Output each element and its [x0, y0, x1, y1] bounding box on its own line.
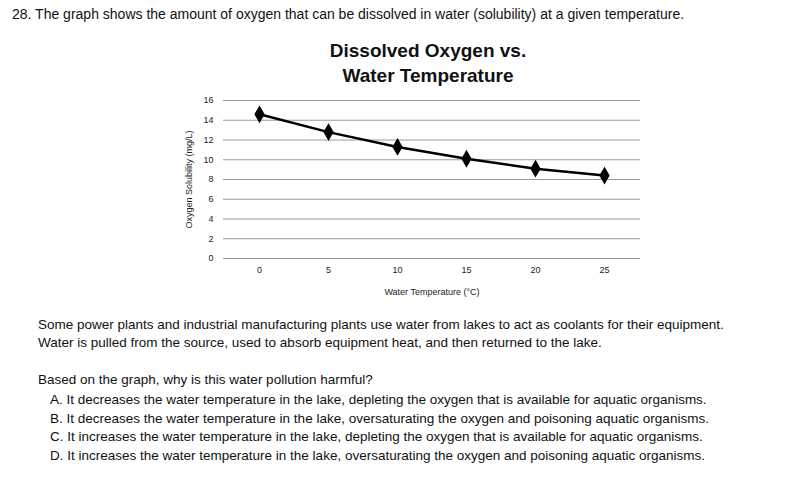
svg-text:5: 5	[326, 265, 331, 275]
svg-text:Oxygen Solubility (mg/L): Oxygen Solubility (mg/L)	[184, 130, 194, 228]
svg-text:0: 0	[208, 253, 213, 263]
svg-text:0: 0	[257, 265, 262, 275]
html-text:D. It increases the water temp: D. It increases the water temperature in…	[50, 447, 706, 463]
svg-text:6: 6	[208, 194, 213, 204]
svg-text:4: 4	[208, 214, 213, 224]
html-text:Dissolved Oxygen vs. Water Tem: Dissolved Oxygen vs. Water Temperature	[329, 40, 527, 86]
svg-text:25: 25	[599, 265, 609, 275]
svg-text:14: 14	[203, 115, 213, 125]
svg-text:10: 10	[392, 265, 402, 275]
html-text:B. It decreases the water temp: B. It decreases the water temperature in…	[50, 410, 709, 426]
html-text:C. It increases the water temp: C. It increases the water temperature in…	[50, 429, 703, 444]
svg-text:20: 20	[530, 265, 540, 275]
html-text:Based on the graph, why is thi: Based on the graph, why is this water po…	[38, 372, 373, 387]
svg-text:16: 16	[203, 95, 213, 105]
html-text:Some power plants and industri: Some power plants and industrial manufac…	[38, 317, 724, 350]
svg-text:Water Temperature (°C): Water Temperature (°C)	[384, 287, 479, 297]
html-text:28. The graph shows the amount: 28. The graph shows the amount of oxygen…	[12, 6, 685, 22]
html-text:A. It decreases the water temp: A. It decreases the water temperature in…	[50, 392, 707, 407]
svg-text:15: 15	[461, 265, 471, 275]
svg-text:8: 8	[208, 174, 213, 184]
svg-text:2: 2	[208, 234, 213, 244]
svg-text:10: 10	[203, 155, 213, 165]
svg-text:12: 12	[203, 135, 213, 145]
